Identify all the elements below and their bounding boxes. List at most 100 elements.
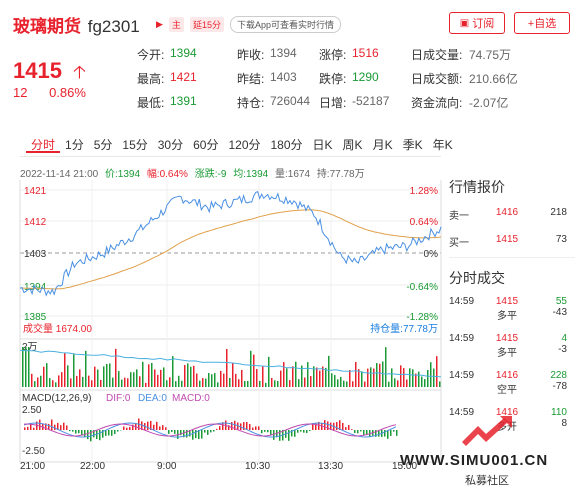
tab-0[interactable]: 分时: [26, 137, 61, 153]
macd-bar: [189, 430, 191, 437]
volume-bar: [361, 371, 363, 387]
macd-bar: [141, 421, 143, 430]
x-axis-labels: 21:00 22:00 9:00 10:30 13:30 15:00: [20, 461, 417, 470]
macd-bar: [255, 426, 257, 430]
volume-bar: [313, 366, 315, 387]
tick-price: 1416: [495, 407, 519, 418]
x-tick: 9:00: [157, 461, 177, 470]
tick-list: 14:59 1415 55 14:59 多平 -43 14:59 1415 4 14:59 多平 -3…: [449, 296, 575, 433]
volume-bar: [115, 348, 117, 387]
tab-11[interactable]: 季K: [402, 138, 423, 152]
tick-oi-change: -3: [558, 344, 567, 355]
volume-bar: [286, 368, 288, 387]
add-watchlist-button[interactable]: +自选: [514, 12, 570, 34]
price-change: 12 0.86%: [13, 85, 104, 100]
volume-bar: [145, 382, 147, 387]
subscribe-icon: ▣: [459, 17, 470, 29]
volume-bar: [238, 379, 240, 387]
tick-oi-change: 8: [561, 418, 567, 429]
macd-bar: [39, 419, 41, 430]
tick-row: 14:59空平-78: [449, 381, 575, 396]
macd-dea-line: [23, 423, 397, 437]
tab-12[interactable]: 年K: [432, 138, 453, 152]
macd-bar: [168, 430, 170, 434]
macd-title: MACD(12,26,9): [22, 393, 91, 404]
volume-bar: [289, 380, 291, 387]
quote-cell: 跌停: 1290: [319, 70, 379, 87]
macd-bar: [117, 430, 119, 432]
quote-cell: 今开: 1394: [137, 46, 197, 63]
buy1-price: 1415: [495, 234, 519, 245]
tab-4[interactable]: 30分: [157, 138, 184, 152]
macd-bar: [210, 430, 212, 433]
volume-bar: [70, 378, 72, 387]
subscribe-button[interactable]: ▣ 订阅: [449, 12, 505, 34]
quote-cell-label: 持仓:: [237, 96, 265, 110]
tab-9[interactable]: 周K: [342, 138, 363, 152]
volume-bar: [118, 371, 120, 387]
volume-bar: [433, 368, 435, 387]
volume-bar: [85, 350, 87, 387]
volume-bar: [31, 373, 33, 387]
volume-bar: [388, 381, 390, 387]
macd-bar: [159, 426, 161, 430]
volume-bar: [130, 372, 132, 387]
volume-bar: [97, 369, 99, 387]
tick-time: 14:59: [449, 370, 475, 381]
volume-bar: [199, 380, 201, 387]
tab-7[interactable]: 180分: [270, 138, 303, 152]
tab-8[interactable]: 日K: [312, 138, 333, 152]
volume-bar: [52, 380, 54, 387]
volume-bar: [37, 377, 39, 387]
macd-bar: [396, 430, 398, 436]
macd-bar: [111, 430, 113, 436]
tick-item: 14:59 1415 414:59 多平 -3: [449, 333, 575, 359]
play-icon[interactable]: ▶: [156, 19, 163, 29]
macd-bar: [27, 426, 29, 430]
macd-bar: [93, 430, 95, 438]
volume-bar: [436, 356, 438, 387]
tick-volume: 110: [551, 407, 567, 418]
macd-bar: [291, 430, 293, 437]
page-title: 玻璃期货 fg2301: [13, 12, 140, 37]
buy1-label: 买一: [449, 238, 469, 249]
macd-bar: [198, 430, 200, 440]
volume-bar: [337, 379, 339, 387]
volume-bar: [307, 362, 309, 387]
quote-cell-label: 今开:: [137, 48, 165, 62]
volume-bar: [190, 366, 192, 387]
y-right-tick: 0%: [424, 249, 439, 260]
tab-2[interactable]: 5分: [93, 138, 113, 152]
volume-bar: [328, 355, 330, 387]
macd-bar: [204, 430, 206, 433]
download-app-link[interactable]: 下载App可查看实时行情: [229, 16, 341, 33]
volume-bar: [139, 376, 141, 387]
volume-bar: [292, 366, 294, 387]
tab-5[interactable]: 60分: [193, 138, 219, 152]
volume-bar: [367, 368, 369, 387]
volume-bar: [400, 365, 402, 387]
volume-bar: [133, 372, 135, 387]
volume-bar: [76, 375, 78, 387]
quote-cell-label: 日增:: [319, 96, 347, 110]
macd-bar: [294, 430, 296, 437]
macd-bar: [207, 430, 209, 435]
volume-bar: [49, 378, 51, 387]
tab-3[interactable]: 15分: [122, 138, 148, 152]
volume-bar: [430, 362, 432, 387]
macd-bar: [102, 430, 104, 438]
buy1-row: 买一 1415 73: [449, 234, 575, 249]
volume-bar: [271, 378, 273, 387]
macd-bar: [390, 430, 392, 436]
volume-bar: [223, 373, 225, 387]
volume-bar: [370, 367, 372, 387]
macd-bar: [54, 424, 56, 430]
y-left-tick: 1421: [24, 186, 47, 197]
volume-bar: [55, 382, 57, 387]
volume-bar: [61, 372, 63, 387]
tab-10[interactable]: 月K: [372, 138, 393, 152]
tick-row: 14:59多平-3: [449, 344, 575, 359]
tab-1[interactable]: 1分: [65, 138, 84, 152]
tab-6[interactable]: 120分: [228, 138, 261, 152]
